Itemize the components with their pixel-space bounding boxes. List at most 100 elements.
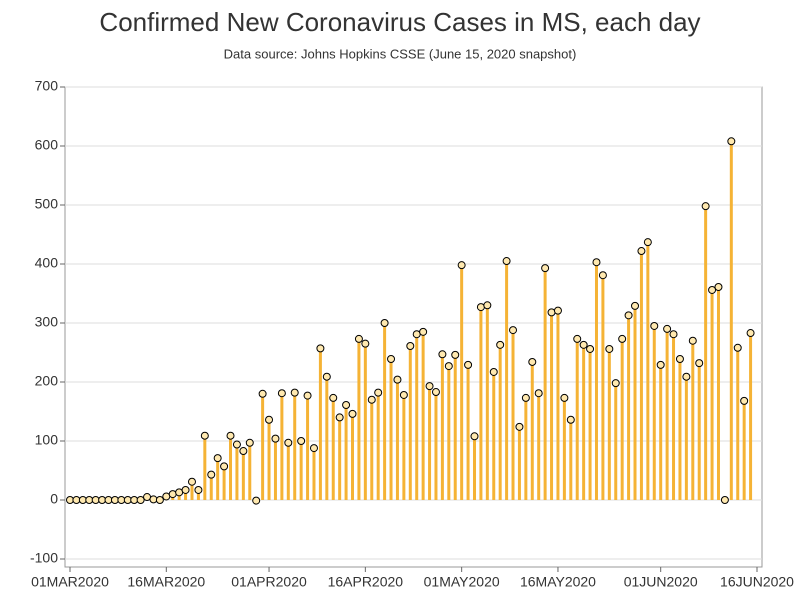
marker — [470, 432, 479, 441]
x-tick-label: 01JUN2020 — [624, 574, 698, 590]
marker — [399, 390, 408, 399]
marker — [431, 388, 440, 397]
marker — [284, 438, 293, 447]
marker — [714, 283, 723, 292]
marker — [701, 202, 710, 211]
marker — [650, 321, 659, 330]
marker — [354, 334, 363, 343]
marker — [297, 437, 306, 445]
marker — [348, 409, 357, 418]
marker — [194, 485, 203, 494]
marker — [329, 393, 338, 402]
marker — [663, 324, 672, 333]
marker — [232, 440, 241, 449]
marker — [521, 393, 530, 402]
marker — [406, 342, 415, 351]
x-tick-label: 01MAY2020 — [424, 574, 500, 590]
marker — [611, 379, 620, 388]
marker — [387, 354, 396, 363]
marker — [464, 360, 473, 369]
y-tick-label: 0 — [50, 491, 58, 507]
marker — [598, 271, 607, 280]
marker — [560, 393, 569, 402]
marker — [489, 367, 498, 376]
x-tick-label: 01MAR2020 — [31, 574, 109, 590]
marker — [566, 415, 575, 424]
marker — [586, 344, 595, 353]
marker — [155, 496, 164, 504]
marker — [746, 329, 755, 338]
marker — [618, 334, 627, 343]
marker — [496, 340, 505, 349]
marker — [483, 301, 492, 310]
marker — [220, 462, 229, 471]
y-tick-label: -100 — [30, 550, 58, 566]
marker — [303, 391, 312, 400]
marker — [316, 344, 325, 353]
marker — [528, 357, 537, 366]
marker — [438, 350, 447, 359]
marker — [708, 285, 717, 294]
marker — [181, 485, 190, 494]
marker — [695, 359, 704, 368]
marker — [419, 327, 428, 336]
marker — [605, 344, 614, 353]
marker — [393, 375, 402, 384]
marker — [322, 372, 331, 381]
marker — [187, 477, 196, 486]
marker — [309, 444, 318, 453]
marker — [200, 431, 209, 440]
marker — [444, 362, 453, 371]
y-tick-label: 300 — [35, 314, 59, 330]
y-tick-label: 400 — [35, 255, 59, 271]
marker — [226, 431, 235, 440]
y-tick-label: 600 — [35, 137, 59, 153]
marker — [740, 396, 749, 405]
marker — [733, 343, 742, 352]
marker — [643, 238, 652, 247]
marker — [637, 247, 646, 256]
marker — [277, 389, 286, 398]
y-tick-label: 500 — [35, 196, 59, 212]
marker — [573, 334, 582, 343]
marker — [374, 388, 383, 397]
marker — [547, 308, 556, 317]
marker — [579, 340, 588, 349]
marker — [271, 434, 280, 443]
marker — [509, 326, 518, 335]
marker — [213, 454, 222, 463]
marker — [252, 496, 261, 505]
x-tick-label: 16APR2020 — [328, 574, 404, 590]
marker — [265, 415, 274, 424]
marker — [335, 413, 344, 422]
marker — [675, 354, 684, 363]
marker — [515, 422, 524, 431]
x-tick-label: 16JUN2020 — [720, 574, 794, 590]
x-tick-label: 01APR2020 — [231, 574, 307, 590]
marker — [425, 382, 434, 391]
marker — [290, 388, 299, 397]
marker — [502, 257, 511, 266]
x-tick-label: 16MAR2020 — [127, 574, 205, 590]
marker — [541, 264, 550, 273]
marker — [476, 303, 485, 312]
marker — [168, 490, 177, 499]
marker — [592, 258, 601, 267]
marker — [669, 330, 678, 339]
marker — [457, 261, 466, 270]
chart-title: Confirmed New Coronavirus Cases in MS, e… — [99, 7, 700, 37]
x-tick-label: 16MAY2020 — [520, 574, 596, 590]
marker — [720, 496, 729, 504]
marker — [136, 496, 145, 504]
marker — [258, 389, 267, 398]
marker — [380, 319, 389, 327]
marker — [367, 395, 376, 404]
y-tick-label: 700 — [35, 78, 59, 94]
chart-subtitle: Data source: Johns Hopkins CSSE (June 15… — [224, 46, 577, 61]
y-tick-label: 100 — [35, 432, 59, 448]
marker — [688, 336, 697, 345]
marker — [342, 401, 351, 410]
marker — [682, 372, 691, 381]
